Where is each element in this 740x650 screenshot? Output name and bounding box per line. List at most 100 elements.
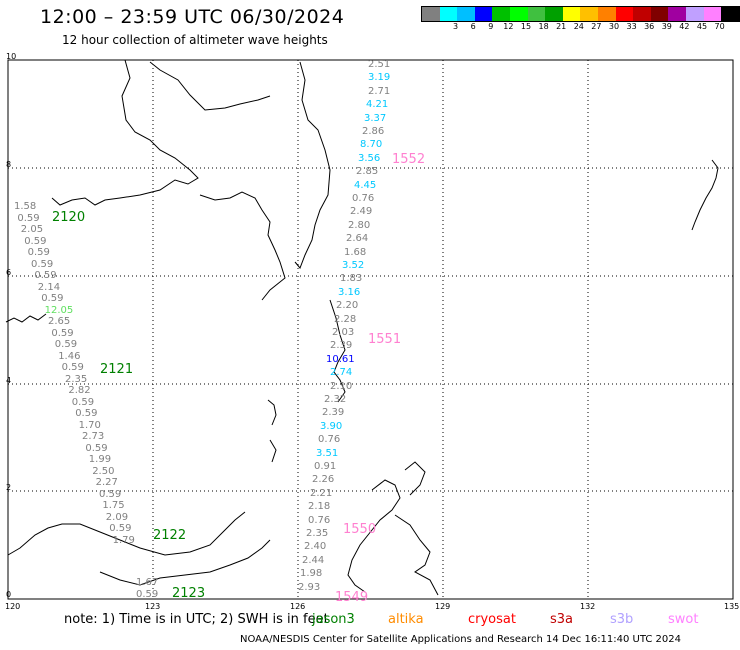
legend-swatch — [668, 7, 686, 21]
legend-swatch — [615, 7, 634, 21]
legend-label: 18 — [538, 22, 549, 31]
legend-label: 27 — [591, 22, 602, 31]
legend-label: 42 — [679, 22, 690, 31]
legend-label: 21 — [556, 22, 567, 31]
wave-height-value: 1.58 — [14, 201, 37, 212]
wave-height-value: 2.40 — [304, 541, 327, 553]
wave-height-value: 2.50 — [92, 465, 115, 477]
wave-height-value: 2.35 — [65, 373, 88, 385]
wave-height-value: 0.59 — [41, 293, 64, 304]
wave-height-value: 2.86 — [362, 126, 385, 137]
wave-height-value: 2.28 — [334, 313, 357, 325]
wave-height-value: 2.80 — [348, 219, 371, 231]
pass-label: 2121 — [100, 362, 134, 377]
lon-tick-label: 120 — [5, 602, 21, 611]
wave-height-value: 2.71 — [368, 85, 391, 97]
wave-height-value: 2.64 — [346, 233, 369, 245]
legend-label: 24 — [573, 22, 584, 31]
graticule — [8, 60, 733, 599]
wave-height-value: 2.27 — [95, 477, 118, 488]
wave-height-value: 1.79 — [112, 534, 135, 546]
legend-swatch — [633, 7, 651, 21]
wave-height-value: 2.35 — [306, 528, 329, 539]
wave-height-value: 3.52 — [342, 260, 365, 271]
wave-height-value: 0.59 — [31, 258, 54, 270]
satellite-label: s3a — [550, 612, 574, 627]
lat-tick-label: 4 — [6, 376, 12, 385]
wave-height-value: 2.74 — [330, 367, 353, 379]
legend-label: 45 — [696, 22, 708, 31]
wave-height-value: 1.98 — [300, 568, 323, 580]
legend-swatch — [527, 7, 546, 21]
wave-height-value: 10.61 — [326, 353, 355, 365]
pass-label: 2123 — [172, 586, 206, 601]
legend-swatch — [545, 7, 563, 21]
pass-label: 1549 — [335, 590, 369, 605]
wave-height-value: 2.09 — [105, 511, 129, 523]
wave-height-value: 0.59 — [71, 396, 95, 408]
footer-credit: NOAA/NESDIS Center for Satellite Applica… — [240, 634, 682, 645]
legend-swatch — [422, 7, 440, 21]
legend-label: 12 — [503, 22, 514, 31]
legend-label: 3 — [453, 22, 459, 31]
map-title: 12:00 – 23:59 UTC 06/30/2024 — [40, 6, 345, 28]
legend-label: 6 — [470, 22, 476, 31]
legend-swatch — [685, 7, 704, 21]
wave-height-value: 2.18 — [308, 501, 331, 513]
wave-height-value: 0.59 — [136, 589, 159, 600]
wave-height-value: 0.91 — [314, 461, 337, 472]
wave-height-value: 1.46 — [58, 350, 81, 362]
wave-height-value: 0.59 — [24, 235, 47, 247]
wave-height-value: 0.59 — [85, 442, 108, 454]
wave-height-value: 2.85 — [356, 166, 379, 178]
wave-height-value: 0.59 — [51, 327, 74, 339]
wave-height-value: 0.59 — [27, 247, 50, 258]
satellite-label: swot — [668, 612, 699, 627]
wave-height-value: 2.14 — [37, 281, 61, 293]
wave-height-value: 0.59 — [75, 408, 98, 419]
pass-label: 2122 — [153, 528, 187, 543]
lat-tick-label: 2 — [6, 483, 12, 492]
wave-height-value: 2.26 — [312, 474, 335, 486]
wave-height-value: 1.70 — [78, 419, 101, 431]
lon-tick-label: 129 — [435, 602, 451, 611]
map-subtitle: 12 hour collection of altimeter wave hei… — [62, 33, 328, 47]
lon-tick-label: 123 — [145, 602, 161, 611]
legend-swatch — [439, 7, 458, 21]
wave-height-value: 2.32 — [324, 394, 347, 405]
pass-label: 1552 — [392, 152, 426, 167]
legend-swatch — [492, 7, 510, 21]
wave-height-value: 0.59 — [61, 362, 84, 373]
wave-height-value: 0.76 — [308, 514, 331, 526]
legend-label: 36 — [644, 22, 655, 31]
wave-height-value: 2.21 — [310, 487, 333, 499]
color-legend — [421, 6, 740, 22]
wave-height-value: 1.68 — [344, 246, 367, 258]
wave-height-value: 2.44 — [302, 554, 325, 566]
wave-height-value: 2.93 — [298, 581, 321, 593]
wave-height-value: 3.56 — [358, 152, 381, 164]
wave-height-value: 0.76 — [318, 434, 341, 446]
lat-tick-label: 0 — [6, 590, 12, 599]
pass-label: 1550 — [343, 522, 377, 537]
wave-height-value: 0.76 — [352, 193, 375, 204]
legend-unit: (ft) — [736, 22, 740, 31]
legend-swatch — [597, 7, 616, 21]
wave-height-value: 0.59 — [99, 488, 122, 500]
legend-label: 30 — [608, 22, 620, 31]
wave-height-value: 2.20 — [336, 300, 359, 312]
pass-label: 1551 — [368, 332, 402, 347]
lat-tick-label: 10 — [6, 52, 17, 61]
lat-tick-label: 6 — [6, 268, 12, 277]
wave-height-value: 1.99 — [88, 454, 112, 465]
satellite-label: cryosat — [468, 612, 516, 627]
wave-height-value: 2.10 — [330, 380, 353, 392]
note-text: note: 1) Time is in UTC; 2) SWH is in fe… — [64, 612, 329, 627]
wave-height-value: 2.49 — [350, 206, 373, 218]
lon-tick-label: 126 — [290, 602, 306, 611]
coastlines — [5, 59, 719, 596]
wave-height-value: 1.83 — [340, 273, 363, 285]
wave-height-value: 4.21 — [366, 99, 389, 111]
legend-swatch — [721, 7, 739, 21]
